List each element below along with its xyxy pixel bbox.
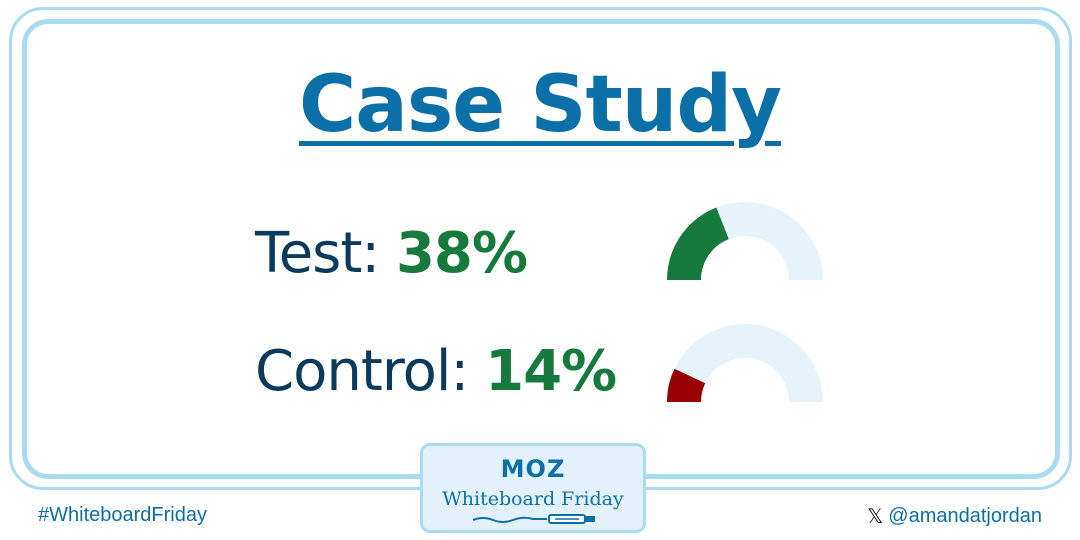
social-handle[interactable]: 𝕏 @amandatjordan: [867, 504, 1042, 529]
control-label: Control:: [255, 339, 469, 404]
test-gauge: [667, 202, 823, 281]
test-value: 38%: [395, 221, 528, 286]
control-row: Control: 14%: [255, 339, 617, 404]
x-logo-icon: 𝕏: [867, 506, 884, 528]
control-gauge-track: [667, 324, 823, 403]
control-gauge-fill: [667, 368, 706, 403]
hashtag-link[interactable]: #WhiteboardFriday: [38, 504, 207, 526]
handle-text: @amandatjordan: [888, 505, 1042, 527]
page-title-text: Case Study: [298, 60, 782, 150]
control-gauge: [667, 324, 823, 403]
test-row: Test: 38%: [255, 221, 528, 286]
whiteboard-friday-badge: MOZ Whiteboard Friday: [420, 443, 646, 533]
moz-logo: MOZ: [500, 455, 566, 483]
page-title: Case Study: [0, 60, 1080, 150]
test-gauge-fill: [667, 207, 730, 281]
control-value: 14%: [485, 339, 617, 404]
test-label: Test:: [255, 221, 380, 286]
badge-title: Whiteboard Friday: [442, 488, 624, 510]
marker-squiggle-icon: [472, 514, 595, 524]
